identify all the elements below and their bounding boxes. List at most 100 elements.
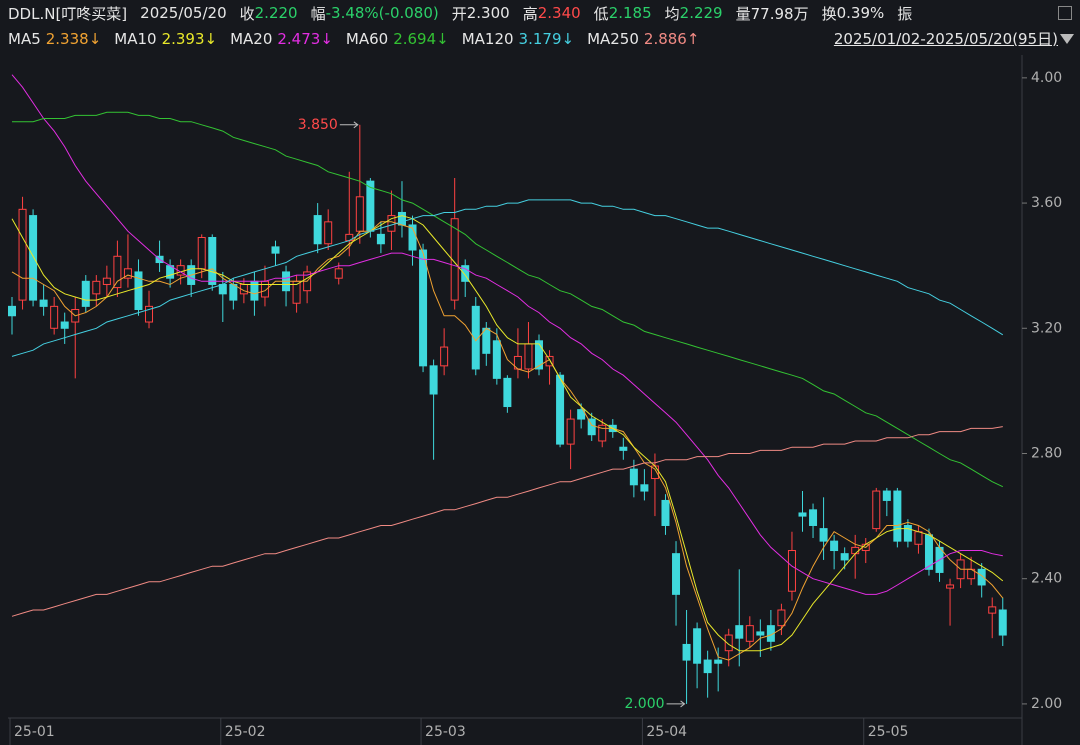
candle-body bbox=[777, 609, 786, 627]
candle-body bbox=[872, 490, 881, 530]
y-tick-label: 2.00 bbox=[1031, 696, 1062, 712]
candle-body bbox=[461, 265, 470, 282]
field-value: 2.185 bbox=[608, 4, 652, 22]
settings-icon[interactable] bbox=[1058, 6, 1072, 20]
legend-name: MA10 bbox=[114, 30, 157, 48]
legend-value: 2.338↓ bbox=[45, 30, 102, 48]
candle-body bbox=[324, 221, 333, 245]
candle-body bbox=[134, 271, 143, 310]
legend-value: 2.473↓ bbox=[277, 30, 333, 48]
candle-body bbox=[229, 283, 238, 301]
candle-body bbox=[81, 280, 90, 307]
candle-body bbox=[640, 484, 649, 492]
field-value: 0.39% bbox=[836, 4, 885, 22]
candle-body bbox=[18, 208, 27, 301]
legend-value: 2.886↑ bbox=[643, 30, 700, 48]
candle-body bbox=[672, 553, 681, 595]
annotation-label: 3.850 bbox=[298, 117, 338, 133]
candle-body bbox=[914, 531, 923, 545]
symbol: DDL.N[叮咚买菜] bbox=[8, 4, 128, 23]
candle-body bbox=[756, 631, 765, 636]
candle-body bbox=[798, 512, 807, 517]
legend-name: MA120 bbox=[461, 30, 514, 48]
ma-line bbox=[11, 74, 1003, 595]
candle-body bbox=[524, 343, 533, 370]
candle-body bbox=[851, 546, 860, 555]
candle-body bbox=[882, 490, 891, 501]
legend-value: 3.179↓ bbox=[518, 30, 575, 48]
ma-legend: MA5 2.338↓ MA10 2.393↓ MA20 2.473↓ MA60 2.694↓ M… bbox=[8, 27, 699, 51]
candle-body bbox=[787, 550, 796, 592]
candle-body bbox=[450, 218, 459, 301]
candle-body bbox=[977, 568, 986, 586]
x-tick-label: 25-04 bbox=[646, 724, 687, 740]
legend-name: MA5 bbox=[8, 30, 41, 48]
candle-body bbox=[113, 255, 122, 289]
candle-body bbox=[218, 283, 227, 295]
candle-body bbox=[587, 418, 596, 436]
field-value: 77.98万 bbox=[750, 4, 809, 23]
ma-line bbox=[12, 111, 1004, 488]
candle-body bbox=[577, 409, 586, 420]
field-label: 高 bbox=[522, 4, 538, 23]
dropdown-arrow[interactable] bbox=[1060, 34, 1074, 44]
x-tick-label: 25-02 bbox=[225, 724, 266, 740]
candle-body bbox=[840, 553, 849, 561]
candle-body bbox=[619, 446, 628, 451]
quote-bar: DDL.N[叮咚买菜] 2025/05/20 收 2.220 幅 -3.48%(-0.… bbox=[8, 1, 912, 25]
candle-body bbox=[745, 625, 754, 642]
y-tick-label: 4.00 bbox=[1031, 70, 1062, 86]
field-label: 量 bbox=[735, 4, 751, 23]
candle-body bbox=[924, 534, 933, 570]
y-tick-label: 2.80 bbox=[1031, 445, 1062, 461]
ma-line bbox=[11, 426, 1003, 617]
candle-body bbox=[92, 280, 101, 295]
arrow-head bbox=[680, 700, 686, 708]
y-tick-label: 3.60 bbox=[1031, 195, 1062, 211]
candle-body bbox=[471, 305, 480, 370]
legend-name: MA60 bbox=[345, 30, 389, 48]
candle-body bbox=[629, 468, 638, 486]
field-label: 开 bbox=[451, 4, 467, 23]
candle-body bbox=[809, 509, 818, 526]
candle-body bbox=[429, 365, 438, 395]
candle-body bbox=[366, 180, 375, 232]
candle-body bbox=[334, 268, 343, 279]
candle-body bbox=[355, 196, 364, 232]
field-value: 2.300 bbox=[466, 4, 510, 22]
candle-body bbox=[714, 659, 723, 664]
candle-body bbox=[145, 305, 154, 323]
candle-body bbox=[313, 215, 322, 245]
candle-body bbox=[735, 625, 744, 639]
y-tick-label: 3.20 bbox=[1031, 320, 1062, 336]
field-value: 2.229 bbox=[679, 4, 723, 22]
candle-body bbox=[397, 211, 406, 226]
candle-body bbox=[123, 268, 132, 279]
candle-body bbox=[535, 340, 543, 370]
date-range[interactable]: 2025/01/02-2025/05/20(95日) bbox=[833, 30, 1058, 48]
field-label: 均 bbox=[664, 4, 680, 23]
legend-name: MA20 bbox=[230, 30, 273, 48]
legend-value: 2.393↓ bbox=[161, 30, 218, 48]
y-tick-label: 2.40 bbox=[1031, 571, 1062, 587]
candle-body bbox=[693, 628, 702, 664]
legend-name: MA250 bbox=[587, 30, 639, 48]
candle-body bbox=[556, 374, 565, 445]
annotation-label: 2.000 bbox=[624, 696, 664, 712]
ma-line bbox=[11, 199, 1004, 357]
x-tick-label: 25-03 bbox=[425, 724, 466, 740]
candle-body bbox=[598, 424, 607, 442]
candle-body bbox=[208, 236, 217, 285]
candle-body bbox=[998, 609, 1007, 636]
candle-body bbox=[724, 634, 733, 652]
legend-value: 2.694↓ bbox=[393, 30, 449, 48]
x-tick-label: 25-01 bbox=[14, 724, 55, 740]
field-value: 2.220 bbox=[254, 4, 298, 22]
candle-body bbox=[566, 418, 575, 445]
candle-body bbox=[830, 540, 839, 552]
field-label: 收 bbox=[239, 4, 255, 23]
candle-body bbox=[271, 246, 280, 254]
candle-body bbox=[29, 215, 38, 301]
